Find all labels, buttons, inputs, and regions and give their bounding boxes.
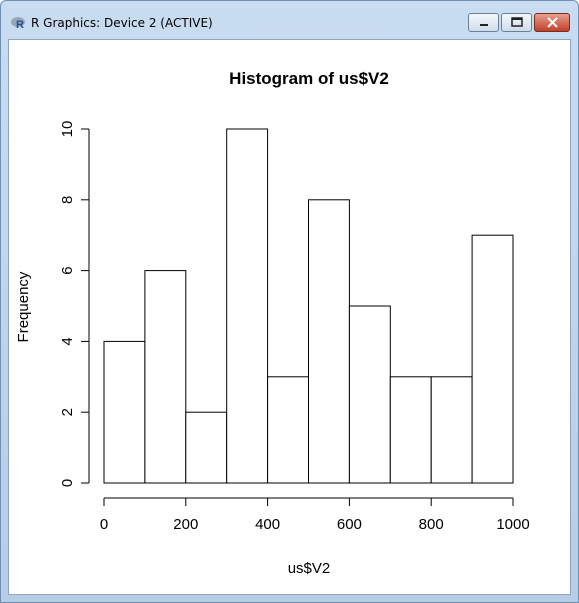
y-tick-label: 6 (59, 266, 76, 274)
histogram-bar (308, 199, 350, 484)
close-icon (547, 17, 558, 28)
minimize-button[interactable] (468, 13, 499, 32)
maximize-icon (511, 17, 523, 27)
window-title: R Graphics: Device 2 (ACTIVE) (31, 16, 213, 30)
histogram-bar (144, 270, 187, 484)
y-tick-label: 2 (59, 408, 76, 416)
x-tick-label: 200 (173, 516, 198, 533)
x-tick-label: 600 (337, 516, 362, 533)
histogram-bar (267, 376, 310, 484)
x-tick-label: 1000 (496, 516, 529, 533)
y-axis-label: Frequency (15, 271, 32, 342)
y-tick-label: 10 (59, 121, 76, 138)
title-bar[interactable]: R R Graphics: Device 2 (ACTIVE) (1, 1, 578, 39)
histogram-bar (103, 340, 146, 484)
x-axis-label: us$V2 (288, 560, 331, 577)
histogram-chart: Histogram of us$V2 us$V2 Frequency 0 200 4… (15, 69, 530, 577)
r-logo-icon: R (11, 17, 25, 31)
histogram-bar (471, 234, 514, 484)
chart-title: Histogram of us$V2 (229, 69, 389, 88)
minimize-icon (480, 24, 488, 26)
histogram-bar (185, 411, 228, 484)
x-tick-label: 400 (255, 516, 280, 533)
x-tick-label: 800 (419, 516, 444, 533)
histogram-bar (430, 376, 473, 484)
plot-area: Histogram of us$V2 us$V2 Frequency 0 200 4… (8, 39, 571, 595)
y-tick-label: 8 (59, 196, 76, 204)
y-tick-label: 0 (59, 479, 76, 487)
histogram-bar (226, 128, 269, 484)
histogram-bar (389, 376, 432, 484)
bars-group (103, 128, 514, 484)
maximize-button[interactable] (501, 13, 532, 32)
y-axis: 0 2 4 6 8 10 (59, 121, 90, 487)
histogram-bar (348, 305, 391, 484)
svg-text:R: R (16, 19, 24, 31)
x-axis: 0 200 400 600 800 1000 (100, 497, 530, 533)
y-tick-label: 4 (59, 337, 76, 345)
close-button[interactable] (534, 13, 570, 32)
x-tick-label: 0 (100, 516, 108, 533)
